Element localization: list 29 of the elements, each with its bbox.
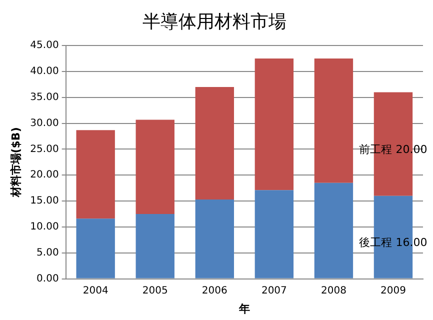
bar	[136, 214, 174, 278]
bar	[195, 200, 234, 278]
chart-title: 半導体用材料市場	[142, 11, 286, 32]
y-tick-label: 30.00	[30, 118, 59, 129]
y-tick-label: 35.00	[30, 92, 59, 104]
y-tick-label: 15.00	[30, 196, 59, 207]
x-axis-title: 年	[238, 302, 250, 316]
y-tick-label: 0.00	[36, 273, 59, 284]
x-tick-label: 2008	[320, 285, 346, 296]
bar	[76, 130, 115, 219]
y-axis-title: 材料市場($B)	[9, 127, 22, 198]
y-tick-label: 10.00	[30, 222, 59, 233]
y-tick-label: 5.00	[36, 247, 59, 258]
bar	[136, 120, 174, 214]
y-tick-label: 20.00	[30, 170, 59, 181]
y-tick-label: 40.00	[30, 66, 59, 78]
x-tick-label: 2006	[202, 285, 228, 296]
x-tick-label: 2007	[261, 285, 287, 296]
x-tick-label: 2004	[82, 285, 108, 296]
bar	[195, 87, 234, 200]
bar	[76, 218, 115, 278]
bar	[314, 182, 354, 278]
x-tick-label: 2005	[142, 285, 168, 296]
bar	[254, 190, 294, 278]
bar	[254, 58, 294, 190]
bar	[314, 58, 354, 183]
x-tick-label: 2009	[380, 285, 406, 296]
y-tick-label: 45.00	[30, 40, 59, 52]
y-tick-label: 25.00	[30, 144, 59, 155]
